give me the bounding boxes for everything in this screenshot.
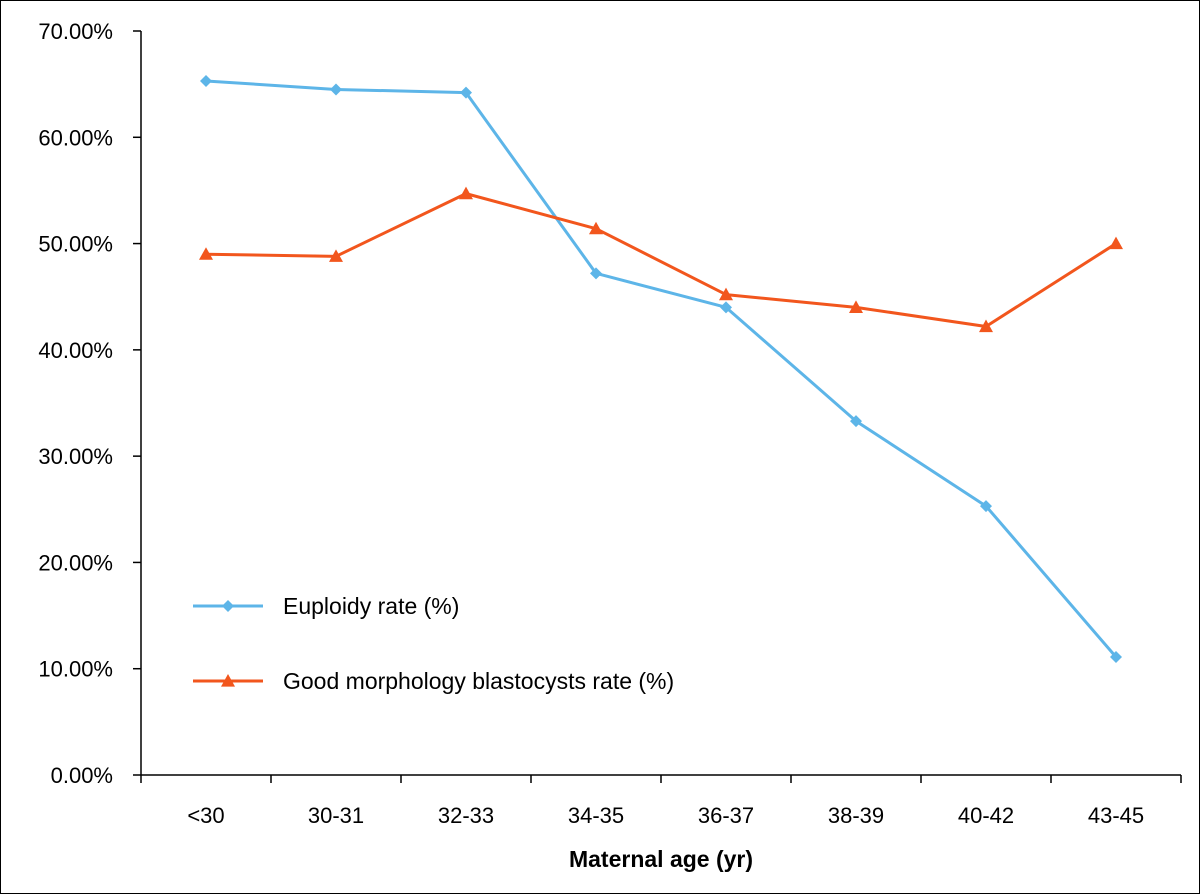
data-point-2 — [589, 221, 603, 235]
legend-label: Euploidy rate (%) — [283, 593, 459, 619]
x-tick-label: 38-39 — [828, 803, 884, 828]
data-point-2 — [719, 287, 733, 301]
data-point-2 — [199, 247, 213, 260]
y-tick-label: 50.00% — [38, 232, 113, 257]
y-tick-label: 40.00% — [38, 338, 113, 363]
y-tick-label: 60.00% — [38, 125, 113, 150]
x-tick-label: 30-31 — [308, 803, 364, 828]
legend: Euploidy rate (%) Good morphology blastoc… — [193, 593, 674, 694]
series-line-1 — [205, 79, 1118, 659]
x-tick-label: <30 — [187, 803, 224, 828]
x-axis-ticks: <30 30-31 32-33 34-35 36-37 38-39 40-42 43-45 — [140, 775, 1182, 828]
y-tick-label: 30.00% — [38, 444, 113, 469]
x-tick-label: 40-42 — [958, 803, 1014, 828]
data-point-1 — [980, 500, 992, 513]
data-point-1 — [590, 267, 602, 280]
data-point-1 — [1110, 651, 1122, 664]
series-layer — [199, 74, 1123, 664]
series-line-2 — [205, 192, 1117, 328]
data-point-2 — [459, 186, 473, 200]
y-tick-label: 70.00% — [38, 19, 113, 44]
data-point-1 — [720, 301, 732, 314]
y-axis-ticks: 0.00% 10.00% 20.00% 30.00% 40.00% 50.00% 60.00… — [38, 19, 141, 788]
data-point-2 — [329, 249, 343, 262]
data-point-1 — [200, 74, 212, 87]
x-tick-label: 34-35 — [568, 803, 624, 828]
data-point-1 — [330, 83, 342, 96]
legend-marker — [221, 674, 235, 687]
data-point-2 — [979, 319, 993, 333]
data-point-2 — [1109, 236, 1123, 250]
data-point-1 — [460, 86, 472, 99]
y-tick-label: 10.00% — [38, 657, 113, 682]
data-point-2 — [849, 300, 863, 313]
x-axis-title: Maternal age (yr) — [569, 846, 753, 872]
x-tick-label: 32-33 — [438, 803, 494, 828]
x-tick-label: 36-37 — [698, 803, 754, 828]
legend-label: Good morphology blastocysts rate (%) — [283, 668, 674, 694]
x-tick-label: 43-45 — [1088, 803, 1144, 828]
legend-marker — [222, 600, 234, 612]
y-tick-label: 0.00% — [51, 763, 113, 788]
y-tick-label: 20.00% — [38, 550, 113, 575]
data-point-1 — [850, 415, 862, 428]
